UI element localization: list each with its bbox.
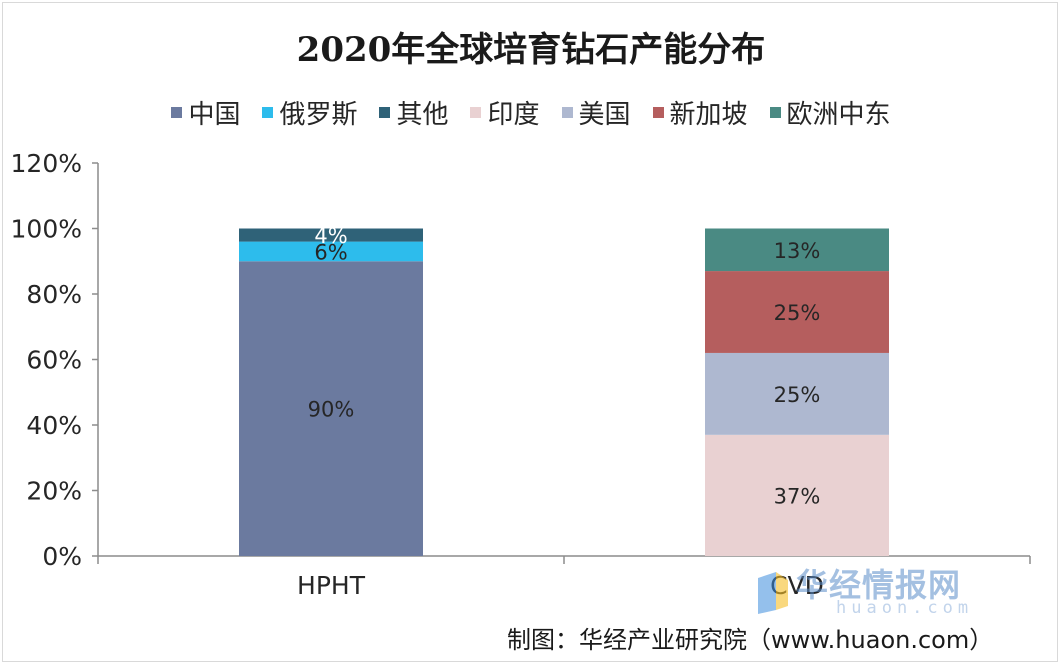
data-label: 13% — [774, 239, 821, 263]
legend-label: 中国 — [188, 100, 241, 130]
x-tick-label: HPHT — [297, 571, 366, 600]
bar-segment — [705, 352, 889, 435]
legend-label: 新加坡 — [669, 100, 748, 130]
legend-swatch — [652, 107, 664, 118]
y-tick-label: 100% — [11, 215, 82, 244]
legend-swatch — [262, 107, 274, 118]
bar-segment — [239, 241, 423, 262]
y-tick-label: 80% — [26, 280, 82, 309]
data-label: 4% — [314, 224, 347, 248]
source-credit: 制图：华经产业研究院（www.huaon.com） — [507, 626, 994, 654]
legend-label: 其他 — [396, 100, 449, 130]
watermark: 华经情报网 huaon.com — [756, 560, 1036, 622]
legend: 中国 俄罗斯 其他 印度 美国 新加坡 欧洲中东 — [0, 94, 1062, 131]
data-label: 90% — [308, 398, 355, 422]
y-tick-label: 60% — [26, 346, 82, 375]
bar-segment — [705, 434, 889, 556]
bar-segment — [705, 271, 889, 353]
bar-segment — [705, 228, 889, 272]
legend-item: 新加坡 — [652, 94, 748, 131]
legend-swatch — [470, 107, 482, 118]
legend-item: 其他 — [379, 94, 448, 131]
watermark-logo-icon — [758, 572, 788, 614]
data-label: 37% — [774, 484, 821, 508]
legend-swatch — [561, 107, 573, 118]
watermark-sub: huaon.com — [836, 598, 974, 618]
y-tick-label: 20% — [26, 477, 82, 506]
legend-swatch — [171, 107, 183, 118]
legend-label: 俄罗斯 — [279, 100, 358, 130]
y-tick-label: 120% — [11, 149, 82, 178]
legend-label: 美国 — [578, 100, 631, 130]
watermark-text: 华经情报网 — [796, 566, 962, 604]
data-label: 25% — [774, 301, 821, 325]
bar-segment — [239, 261, 423, 556]
legend-swatch — [769, 107, 781, 118]
data-label: 6% — [314, 240, 347, 264]
legend-item: 中国 — [171, 94, 240, 131]
legend-item: 欧洲中东 — [769, 94, 891, 131]
legend-swatch — [379, 107, 391, 118]
legend-label: 印度 — [487, 100, 540, 130]
bar-segment — [239, 228, 423, 242]
y-tick-label: 0% — [42, 542, 82, 571]
legend-item: 印度 — [470, 94, 540, 131]
chart-title: 2020年全球培育钻石产能分布 — [296, 30, 766, 70]
y-tick-label: 40% — [26, 411, 82, 440]
legend-item: 俄罗斯 — [262, 94, 357, 131]
legend-item: 美国 — [561, 94, 631, 131]
legend-label: 欧洲中东 — [786, 100, 891, 130]
data-label: 25% — [774, 383, 821, 407]
